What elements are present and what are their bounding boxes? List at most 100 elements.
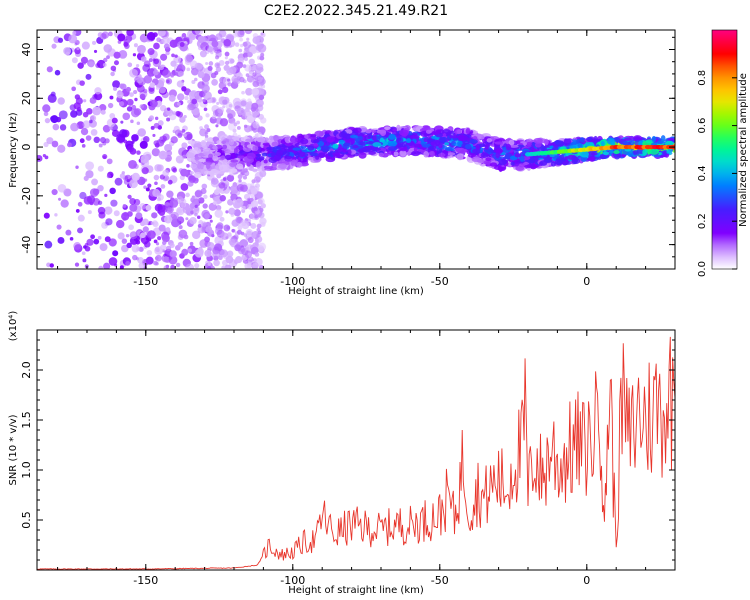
ridge-cell [294,152,301,157]
noise-speckle [246,230,252,236]
noise-speckle [159,105,167,112]
noise-speckle [82,120,91,129]
noise-speckle [73,102,81,110]
noise-speckle [177,132,183,138]
noise-speckle [239,43,244,48]
noise-speckle [174,54,178,58]
noise-speckle [153,260,158,266]
noise-speckle [147,230,156,239]
noise-speckle [154,246,163,255]
ridge-cell [610,141,616,147]
noise-speckle [145,204,152,211]
noise-speckle [210,72,217,79]
ridge-cell [421,143,431,148]
noise-speckle [136,150,141,155]
noise-speckle [46,262,51,268]
noise-speckle [149,99,158,108]
ridge-cell [554,158,563,166]
ridge-cell [224,154,233,161]
snr-series-line [37,336,675,570]
noise-speckle [54,69,61,76]
noise-speckle [204,124,210,130]
noise-speckle [204,134,209,139]
noise-speckle [51,140,59,148]
noise-speckle [112,80,121,89]
noise-speckle [226,68,234,76]
noise-speckle [169,72,175,77]
noise-speckle [152,189,161,198]
noise-speckle [138,262,145,269]
noise-speckle [201,84,210,93]
noise-speckle [130,119,134,124]
noise-speckle [109,126,113,130]
ridge-cell [290,159,298,167]
noise-speckle [107,102,114,109]
noise-speckle [172,167,178,173]
noise-speckle [52,123,60,131]
noise-speckle [252,72,257,77]
noise-speckle [117,232,125,240]
noise-speckle [166,190,174,198]
ridge-cell [213,151,221,157]
ridge-cell [255,160,262,167]
ridge-cell [642,148,648,156]
noise-speckle [186,164,190,168]
noise-speckle [179,116,186,123]
noise-speckle [123,139,128,144]
noise-speckle [238,48,243,53]
noise-speckle [245,87,253,96]
noise-speckle [255,44,262,51]
noise-speckle [226,108,232,114]
noise-speckle [181,248,189,256]
x-tick-label: -100 [280,275,305,288]
ridge-cell [306,156,315,161]
noise-speckle [195,62,203,70]
ridge-cell [384,126,391,130]
noise-speckle [85,135,92,141]
noise-speckle [210,265,215,269]
noise-speckle [229,69,233,73]
ridge-cell [439,136,446,144]
ridge-cell [372,142,382,148]
ridge-cell [358,149,363,154]
noise-speckle [223,38,232,47]
ridge-cell [208,144,214,150]
ridge-cell [455,128,462,135]
noise-speckle [103,44,113,53]
noise-speckle [213,243,223,252]
noise-speckle [131,172,140,181]
noise-speckle [165,245,172,251]
ridge-cell [358,152,367,159]
noise-speckle [235,256,243,264]
noise-speckle [245,246,250,251]
ridge-cell [444,147,453,152]
ridge-cell [514,153,522,158]
noise-speckle [254,183,260,189]
noise-speckle [112,250,119,257]
noise-speckle [238,179,242,183]
ridge-cell [362,146,372,153]
noise-speckle [260,117,267,124]
noise-speckle [139,140,148,149]
ridge-cell [435,139,441,147]
ridge-cell [221,140,227,144]
noise-speckle [236,107,245,116]
ridge-cell [589,156,595,162]
noise-speckle [250,187,258,195]
noise-speckle [199,50,207,58]
noise-speckle [199,128,208,137]
noise-speckle [210,178,220,188]
noise-speckle [251,102,259,110]
ridge-cell [208,153,213,159]
noise-speckle [154,142,160,148]
noise-speckle [223,224,231,232]
noise-speckle [143,136,150,143]
noise-speckle [108,257,118,266]
noise-speckle [130,108,140,118]
noise-speckle [82,258,87,263]
noise-speckle [190,210,194,215]
noise-speckle [120,120,124,124]
ridge-cell [431,130,441,135]
ridge-cell [666,150,671,154]
noise-speckle [194,77,198,82]
